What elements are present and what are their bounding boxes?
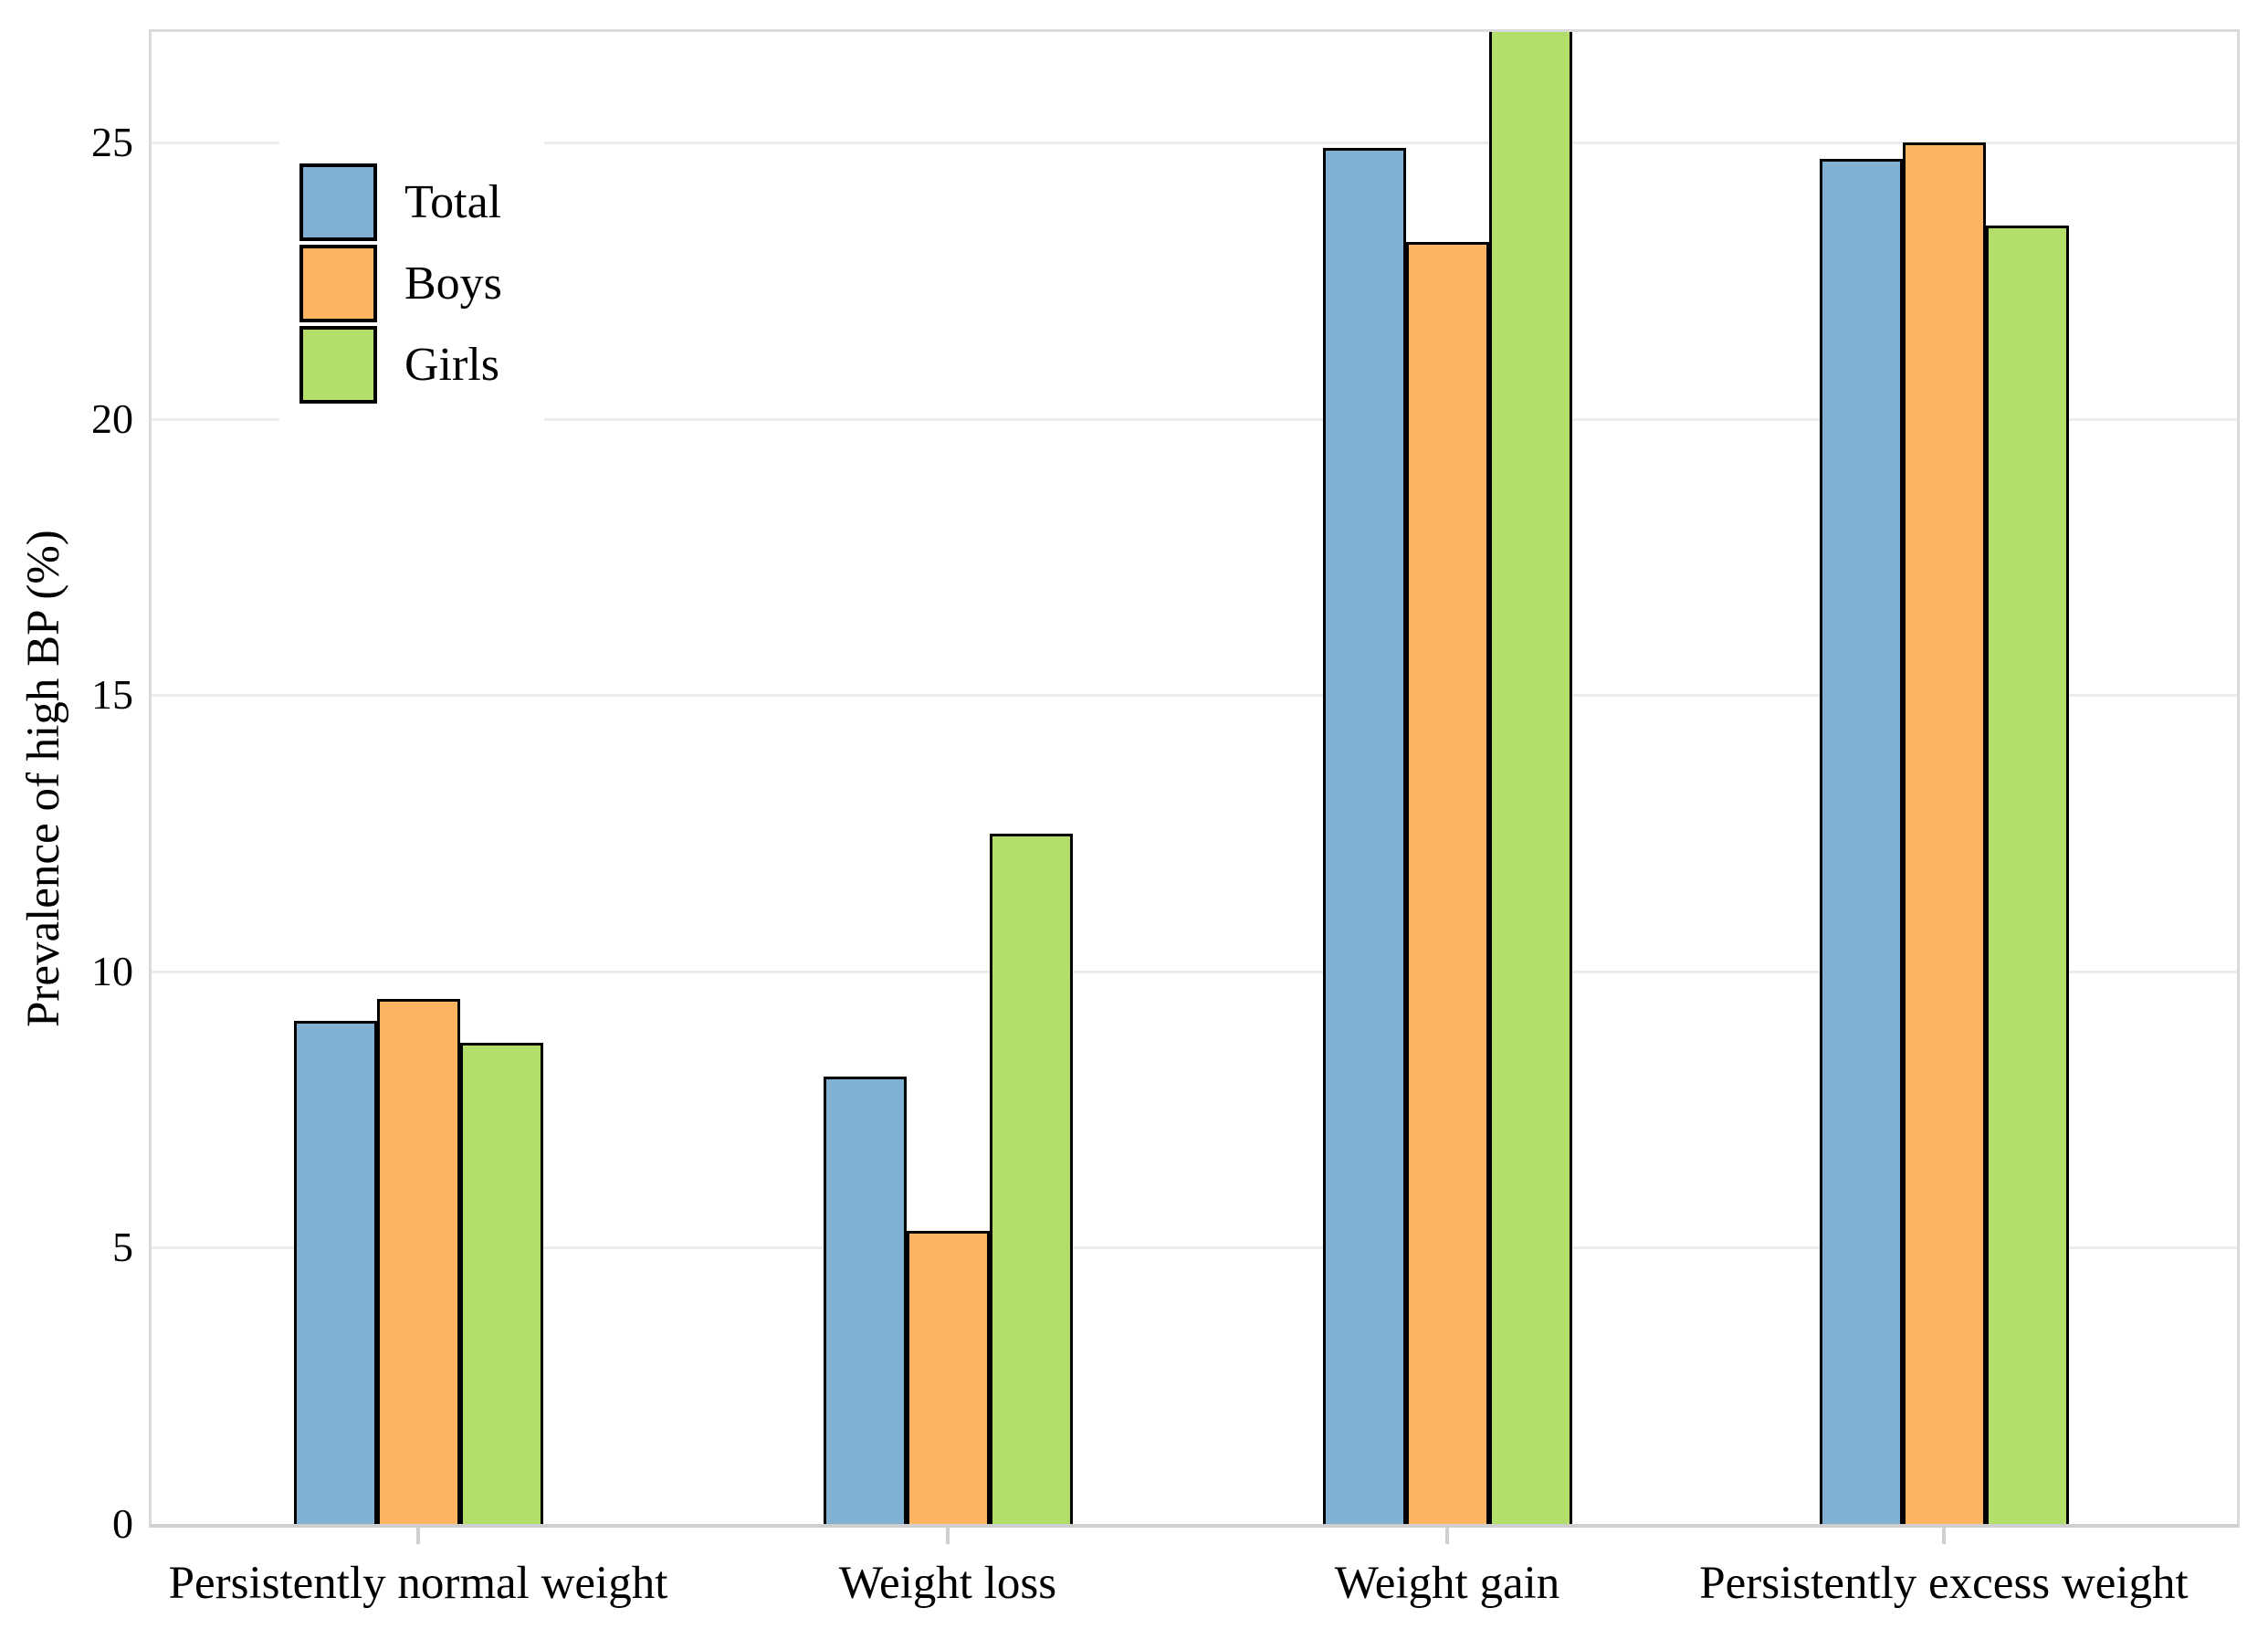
y-tick-label-15: 15 bbox=[91, 671, 133, 719]
gridline-5 bbox=[152, 1246, 2237, 1250]
bar-girls-persistently-excess-weight bbox=[1985, 226, 2069, 1524]
legend: Total Boys Girls bbox=[279, 140, 544, 426]
legend-label-total: Total bbox=[404, 176, 502, 228]
y-tick-label-10: 10 bbox=[91, 947, 133, 994]
legend-item-boys: Boys bbox=[299, 245, 502, 322]
bar-girls-weight-loss bbox=[989, 834, 1073, 1524]
x-tick-mark-persistently-normal-weight bbox=[416, 1528, 420, 1544]
bar-boys-weight-gain bbox=[1405, 242, 1489, 1524]
legend-item-girls: Girls bbox=[299, 326, 502, 404]
bar-boys-weight-loss bbox=[906, 1231, 990, 1524]
x-axis-label-weight-gain: Weight gain bbox=[1334, 1558, 1560, 1609]
y-axis-title: Prevalence of high BP (%) bbox=[18, 530, 69, 1027]
x-axis-label-persistently-excess-weight: Persistently excess weight bbox=[1699, 1558, 2189, 1609]
legend-swatch-total-icon bbox=[299, 163, 377, 241]
bar-boys-persistently-excess-weight bbox=[1902, 142, 1986, 1524]
x-tick-mark-weight-loss bbox=[946, 1528, 950, 1544]
legend-swatch-boys-icon bbox=[299, 245, 377, 322]
y-tick-label-0: 0 bbox=[112, 1500, 133, 1547]
bar-girls-weight-gain bbox=[1488, 32, 1572, 1524]
gridline-10 bbox=[152, 970, 2237, 973]
bar-total-weight-gain bbox=[1322, 148, 1406, 1524]
x-tick-mark-weight-gain bbox=[1445, 1528, 1449, 1544]
bar-total-weight-loss bbox=[823, 1077, 907, 1524]
bar-boys-persistently-normal-weight bbox=[376, 999, 460, 1524]
y-tick-label-20: 20 bbox=[91, 394, 133, 442]
plot-panel: Total Boys Girls bbox=[149, 29, 2240, 1528]
bar-total-persistently-excess-weight bbox=[1819, 159, 1903, 1524]
legend-item-total: Total bbox=[299, 163, 502, 241]
legend-swatch-girls-icon bbox=[299, 326, 377, 404]
x-axis-label-weight-loss: Weight loss bbox=[838, 1558, 1057, 1609]
legend-label-boys: Boys bbox=[404, 257, 502, 310]
gridline-25 bbox=[152, 142, 2237, 145]
x-tick-mark-persistently-excess-weight bbox=[1942, 1528, 1946, 1544]
gridline-20 bbox=[152, 417, 2237, 421]
legend-label-girls: Girls bbox=[404, 339, 499, 391]
gridline-15 bbox=[152, 694, 2237, 698]
y-tick-label-5: 5 bbox=[112, 1224, 133, 1271]
bar-total-persistently-normal-weight bbox=[293, 1021, 377, 1524]
y-tick-label-25: 25 bbox=[91, 119, 133, 166]
bar-girls-persistently-normal-weight bbox=[459, 1043, 543, 1524]
x-axis-label-persistently-normal-weight: Persistently normal weight bbox=[168, 1558, 668, 1609]
